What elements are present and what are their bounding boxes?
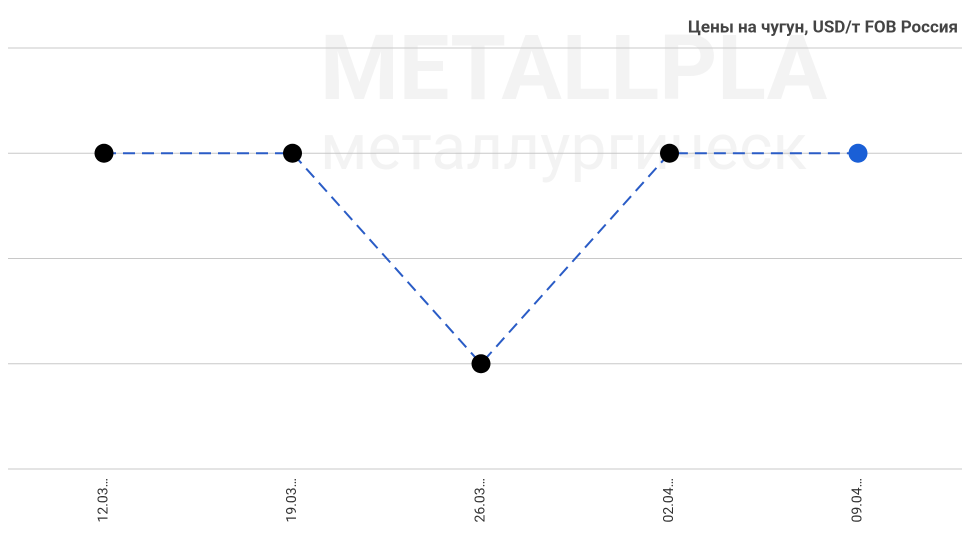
chart-title: Цены на чугун, USD/т FOB Россия	[688, 17, 958, 37]
x-tick-label: 09.04…	[850, 478, 866, 523]
x-tick-label: 02.04…	[661, 478, 677, 523]
x-tick-label: 19.03…	[284, 478, 300, 523]
x-tick-label: 12.03…	[96, 478, 112, 523]
x-tick-label: 26.03…	[473, 478, 489, 523]
watermark: METALLPLA	[320, 16, 828, 121]
point	[848, 143, 868, 163]
line	[104, 152, 858, 366]
point	[660, 143, 679, 163]
point	[471, 354, 491, 374]
point	[94, 143, 114, 163]
point	[283, 143, 302, 163]
watermark: металлургическ	[320, 110, 807, 185]
